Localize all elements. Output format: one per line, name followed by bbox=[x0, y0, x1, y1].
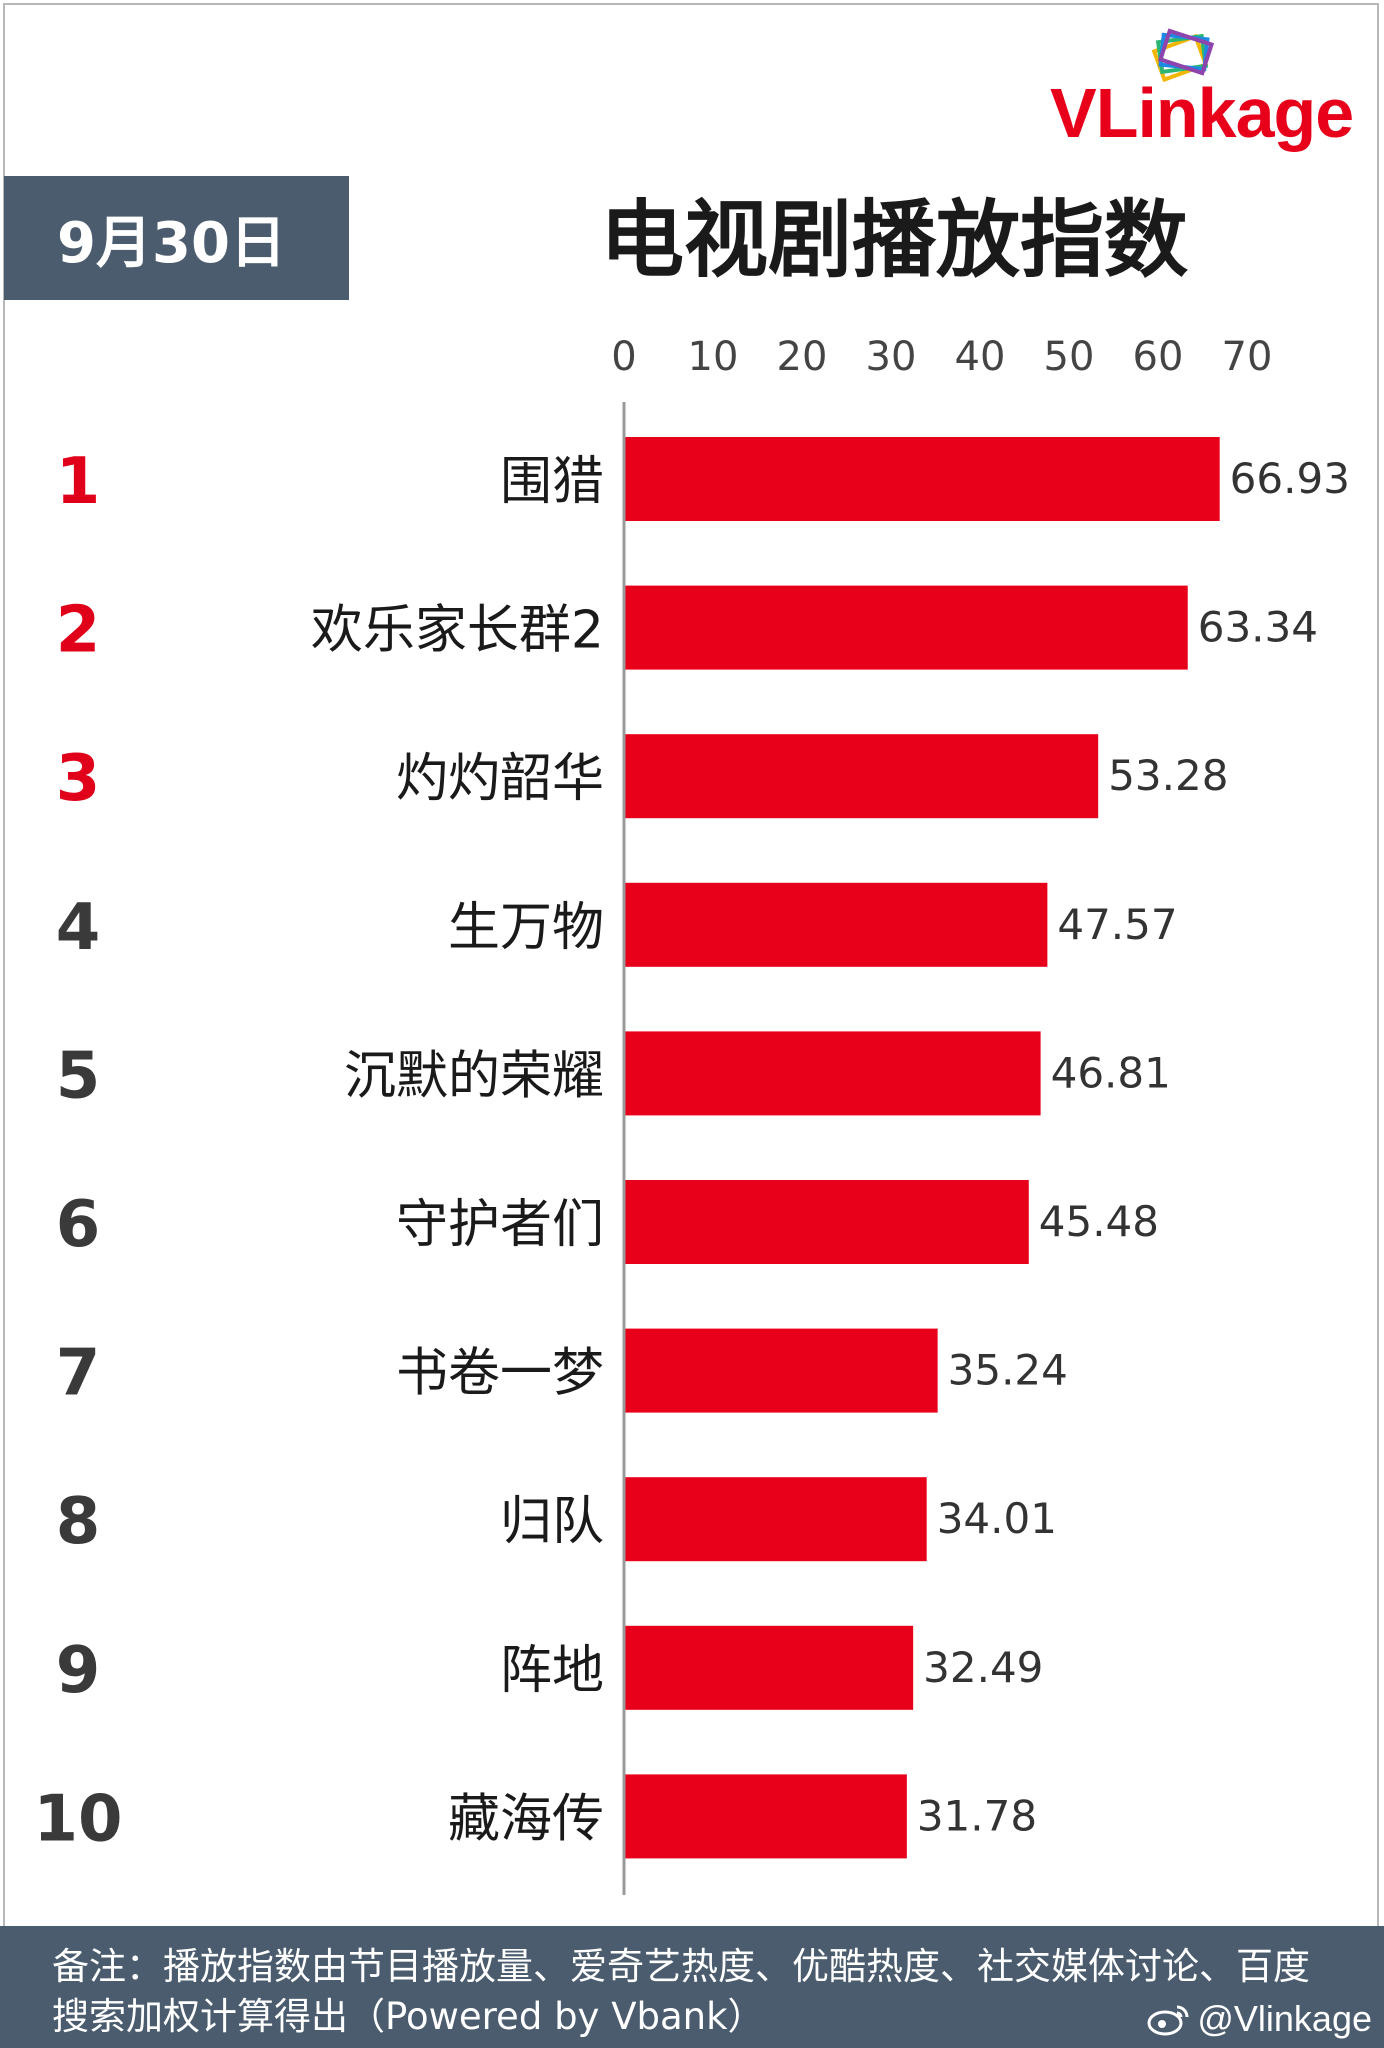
bar-value-label: 63.34 bbox=[1198, 603, 1318, 652]
category-label: 围猎 bbox=[500, 452, 604, 512]
chart-title: 电视剧播放指数 bbox=[600, 191, 1189, 289]
rank-number: 2 bbox=[56, 594, 101, 668]
bar bbox=[624, 1625, 914, 1710]
category-label: 阵地 bbox=[500, 1641, 604, 1701]
bar-value-label: 46.81 bbox=[1051, 1048, 1171, 1097]
bar bbox=[624, 1180, 1029, 1264]
bar bbox=[624, 1328, 938, 1413]
rank-number: 6 bbox=[56, 1188, 101, 1262]
bar bbox=[624, 882, 1048, 967]
rank-number: 3 bbox=[56, 742, 101, 816]
bar-value-label: 35.24 bbox=[948, 1346, 1068, 1395]
category-label: 灼灼韶华 bbox=[396, 749, 604, 809]
category-label: 书卷一梦 bbox=[396, 1344, 604, 1404]
bar bbox=[624, 1477, 927, 1562]
logo-cards-icon bbox=[1151, 28, 1215, 83]
x-tick-label: 0 bbox=[611, 334, 636, 380]
x-tick-label: 10 bbox=[688, 334, 739, 380]
rank-number: 4 bbox=[56, 891, 101, 965]
bar-value-label: 53.28 bbox=[1108, 751, 1228, 800]
bar bbox=[624, 1774, 907, 1859]
bar-value-label: 45.48 bbox=[1039, 1197, 1159, 1246]
x-tick-label: 60 bbox=[1133, 334, 1184, 380]
x-tick-label: 40 bbox=[955, 334, 1006, 380]
bar-value-label: 31.78 bbox=[917, 1791, 1037, 1840]
rank-number: 7 bbox=[56, 1337, 101, 1411]
rank-number: 5 bbox=[56, 1039, 101, 1113]
category-label: 归队 bbox=[500, 1492, 604, 1552]
x-tick-label: 50 bbox=[1044, 334, 1095, 380]
bar bbox=[624, 1031, 1041, 1116]
bar bbox=[624, 585, 1188, 670]
rank-number: 10 bbox=[33, 1782, 122, 1856]
handle-text: @Vlinkage bbox=[1197, 1998, 1372, 2039]
footer-banner: 备注：播放指数由节目播放量、爱奇艺热度、优酷热度、社交媒体讨论、百度搜索加权计算… bbox=[0, 1926, 1384, 2048]
footer-handle: @Vlinkage bbox=[1147, 1998, 1372, 2040]
rank-number: 8 bbox=[56, 1485, 101, 1559]
bar-value-label: 66.93 bbox=[1230, 454, 1350, 503]
logo-text: VLinkage bbox=[1050, 74, 1354, 152]
bar bbox=[624, 734, 1099, 819]
bar-value-label: 32.49 bbox=[923, 1643, 1043, 1692]
x-tick-label: 70 bbox=[1222, 334, 1273, 380]
category-label: 藏海传 bbox=[448, 1789, 604, 1849]
bar bbox=[624, 437, 1220, 521]
footer-note: 备注：播放指数由节目播放量、爱奇艺热度、优酷热度、社交媒体讨论、百度搜索加权计算… bbox=[52, 1945, 1310, 2038]
rank-number: 9 bbox=[56, 1634, 101, 1708]
category-label: 欢乐家长群2 bbox=[311, 601, 604, 661]
category-label: 守护者们 bbox=[396, 1195, 604, 1255]
date-badge: 9月30日 bbox=[4, 176, 349, 300]
rank-number: 1 bbox=[56, 445, 101, 519]
x-tick-label: 30 bbox=[866, 334, 917, 380]
x-tick-label: 20 bbox=[777, 334, 828, 380]
category-label: 沉默的荣耀 bbox=[344, 1046, 604, 1106]
bar-value-label: 47.57 bbox=[1057, 900, 1177, 949]
bar-chart: 0 10 20 30 40 50 60 70 66.93 围猎 1 63.34 欢乐家长群2 2 53.28… bbox=[33, 334, 1350, 1895]
vlinkage-logo: VLinkage bbox=[1050, 25, 1375, 155]
bar-value-label: 34.01 bbox=[937, 1494, 1057, 1543]
category-label: 生万物 bbox=[448, 898, 604, 958]
weibo-icon bbox=[1147, 2005, 1189, 2036]
